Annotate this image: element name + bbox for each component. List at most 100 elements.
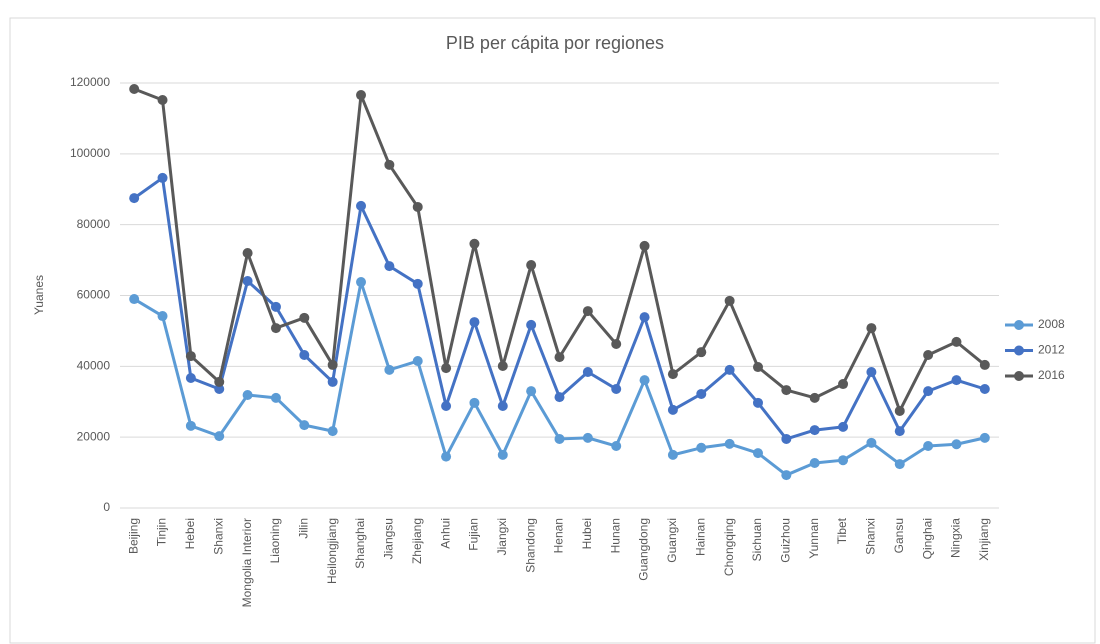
data-point bbox=[724, 364, 735, 375]
data-point bbox=[526, 386, 537, 397]
data-point bbox=[809, 425, 820, 436]
data-point bbox=[497, 401, 508, 411]
x-tick-label: Hubei bbox=[580, 518, 594, 549]
x-tick-label: Yunnan bbox=[807, 518, 821, 559]
data-point bbox=[639, 375, 650, 386]
data-point bbox=[923, 350, 934, 360]
data-point bbox=[979, 359, 990, 370]
data-point bbox=[157, 172, 168, 183]
chart-title: PIB per cápita por regiones bbox=[446, 33, 664, 53]
data-point bbox=[327, 426, 338, 437]
data-point bbox=[838, 455, 849, 466]
x-tick-label: Jiangsu bbox=[382, 518, 396, 559]
data-point bbox=[214, 384, 225, 394]
data-point bbox=[809, 392, 820, 403]
data-point bbox=[781, 470, 792, 481]
x-tick-label: Guangxi bbox=[665, 518, 679, 563]
data-point bbox=[214, 431, 225, 442]
data-point bbox=[979, 384, 990, 394]
data-point bbox=[270, 301, 281, 312]
legend-marker bbox=[1014, 345, 1024, 356]
data-point bbox=[866, 323, 877, 334]
x-tick-label: Jiangxi bbox=[495, 518, 509, 555]
data-point bbox=[781, 433, 792, 444]
data-point bbox=[469, 397, 480, 408]
data-point bbox=[384, 261, 395, 272]
data-point bbox=[866, 437, 877, 448]
data-point bbox=[554, 352, 565, 363]
legend-label: 2012 bbox=[1038, 343, 1065, 357]
data-point bbox=[923, 386, 934, 397]
data-point bbox=[894, 426, 905, 437]
y-axis-label: Yuanes bbox=[32, 275, 46, 315]
data-point bbox=[951, 375, 962, 386]
data-point bbox=[157, 311, 168, 322]
data-point bbox=[554, 433, 565, 444]
data-point bbox=[441, 451, 452, 462]
data-point bbox=[724, 295, 735, 306]
data-point bbox=[441, 401, 452, 411]
data-point bbox=[242, 248, 253, 258]
data-point bbox=[667, 369, 678, 380]
x-tick-label: Jilin bbox=[296, 518, 310, 539]
x-tick-label: Hebei bbox=[183, 518, 197, 549]
data-point bbox=[299, 350, 310, 360]
x-tick-label: Qinghai bbox=[920, 518, 934, 559]
data-point bbox=[384, 159, 395, 170]
data-point bbox=[752, 448, 763, 459]
data-point bbox=[696, 442, 707, 453]
data-point bbox=[270, 323, 281, 334]
data-point bbox=[129, 84, 140, 95]
y-tick-label: 80000 bbox=[77, 217, 111, 231]
data-point bbox=[582, 432, 593, 443]
data-point bbox=[838, 379, 849, 390]
x-tick-label: Shanghai bbox=[353, 518, 367, 569]
x-tick-label: Sichuan bbox=[750, 518, 764, 561]
data-point bbox=[611, 384, 622, 394]
x-tick-label: Guizhou bbox=[779, 518, 793, 563]
data-point bbox=[157, 95, 168, 105]
data-point bbox=[299, 312, 310, 323]
data-point bbox=[356, 200, 367, 211]
legend-marker bbox=[1014, 320, 1024, 330]
data-point bbox=[497, 360, 508, 371]
data-point bbox=[327, 376, 338, 387]
data-point bbox=[611, 339, 622, 350]
x-tick-label: Beijing bbox=[126, 518, 140, 554]
x-tick-label: Guangdong bbox=[637, 518, 651, 581]
x-tick-label: Xinjiang bbox=[977, 518, 991, 561]
data-point bbox=[129, 193, 140, 204]
data-point bbox=[185, 420, 196, 431]
x-tick-label: Shanxi bbox=[864, 518, 878, 555]
data-point bbox=[866, 367, 877, 377]
x-tick-label: Hainan bbox=[693, 518, 707, 556]
data-point bbox=[696, 347, 707, 358]
legend-label: 2016 bbox=[1038, 368, 1065, 382]
x-tick-label: Anhui bbox=[438, 518, 452, 549]
data-point bbox=[696, 388, 707, 399]
data-point bbox=[129, 294, 140, 305]
data-point bbox=[356, 277, 367, 288]
data-point bbox=[469, 238, 480, 249]
x-tick-label: Liaoning bbox=[268, 518, 282, 563]
data-point bbox=[185, 351, 196, 362]
y-tick-label: 40000 bbox=[77, 359, 111, 373]
data-point bbox=[894, 459, 905, 470]
data-point bbox=[951, 336, 962, 347]
data-point bbox=[639, 312, 650, 323]
data-point bbox=[242, 275, 253, 286]
data-point bbox=[724, 438, 735, 449]
data-point bbox=[667, 449, 678, 460]
y-tick-label: 100000 bbox=[70, 146, 110, 160]
x-tick-label: Henan bbox=[552, 518, 566, 553]
x-tick-label: Tinjin bbox=[155, 518, 169, 546]
data-point bbox=[384, 364, 395, 375]
data-point bbox=[752, 362, 763, 373]
data-point bbox=[526, 260, 537, 271]
legend-marker bbox=[1014, 371, 1024, 381]
data-point bbox=[667, 404, 678, 415]
data-point bbox=[838, 421, 849, 432]
data-point bbox=[894, 405, 905, 416]
data-point bbox=[526, 319, 537, 330]
